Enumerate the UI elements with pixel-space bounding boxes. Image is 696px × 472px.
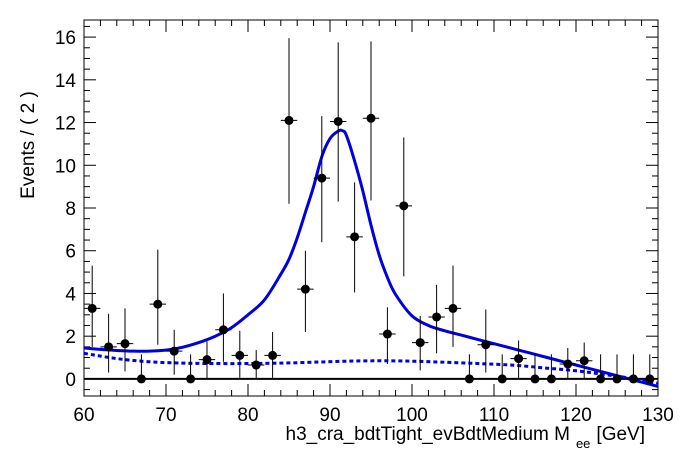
data-marker [268,350,278,360]
data-point [494,354,511,384]
data-marker [251,360,261,370]
data-point [215,293,232,362]
data-marker [120,339,130,349]
data-marker [202,355,212,365]
data-marker [563,359,573,369]
data-marker [333,116,343,126]
data-point [231,330,248,378]
data-marker [448,303,458,313]
data-marker [530,374,540,384]
data-marker [579,356,589,366]
x-tick-label: 70 [155,405,176,426]
x-tick-label: 130 [642,405,674,426]
data-point [84,265,101,347]
data-point [149,249,166,345]
y-tick-label: 8 [65,199,76,220]
data-point [444,265,462,347]
y-axis-ticks [84,25,658,391]
data-point [248,350,265,379]
y-tick-labels: 0 2 4 6 8 10 12 14 16 [55,28,77,391]
data-point [461,354,478,384]
data-marker [612,374,622,384]
data-point [412,315,429,371]
data-marker [186,374,196,384]
data-marker [382,329,392,339]
y-tick-label: 2 [65,327,76,348]
data-point [428,284,445,354]
data-point [100,313,117,373]
data-marker [350,232,360,242]
data-point [379,307,396,364]
data-marker [218,325,228,335]
data-point [133,354,150,384]
data-marker [415,338,425,348]
data-point [313,116,330,243]
total-fit-curve [83,128,659,388]
data-point [576,342,593,379]
data-point [543,354,560,384]
data-point [198,341,216,379]
data-point [116,308,134,372]
data-point [297,250,314,332]
data-marker [300,284,310,294]
data-marker [136,374,146,384]
data-point [559,347,576,379]
data-marker [104,342,114,352]
y-tick-label: 6 [65,242,76,263]
data-marker [628,374,638,384]
y-tick-label: 0 [65,370,76,391]
x-axis-ticks [83,20,659,396]
x-tick-label: 90 [319,405,340,426]
data-marker [399,201,409,211]
data-point [395,137,412,277]
background-fit-curve [83,351,659,385]
data-point [510,340,527,379]
data-point [264,331,281,378]
data-point [280,38,298,204]
data-marker [153,299,163,309]
y-axis-title: Events / ( 2 ) [18,91,39,199]
data-marker [464,374,474,384]
data-point [346,182,363,293]
x-tick-label: 80 [237,405,258,426]
data-marker [596,374,606,384]
y-tick-label: 12 [55,114,76,135]
x-tick-label: 120 [560,405,592,426]
data-point [592,354,609,384]
data-marker [87,303,97,313]
data-point [182,354,199,384]
x-tick-label: 110 [479,405,509,426]
y-tick-label: 10 [55,156,76,177]
data-point [166,329,183,375]
data-marker [432,312,442,322]
x-tick-label: 60 [73,405,94,426]
data-point [362,41,380,201]
data-point [641,354,658,384]
data-marker [284,115,294,125]
data-point [526,354,544,384]
data-marker [497,374,507,384]
x-tick-label: 100 [396,405,428,426]
y-tick-label: 16 [55,28,76,49]
data-point [330,42,347,202]
y-tick-label: 4 [65,284,76,305]
y-tick-label: 14 [55,71,77,92]
data-marker [366,113,376,123]
data-points [84,38,658,384]
data-marker [235,350,245,360]
data-point [625,354,642,384]
x-tick-labels: 60 70 80 90 100 110 120 130 [73,405,673,426]
data-marker [317,173,327,183]
data-marker [169,346,179,356]
data-marker [645,374,655,384]
data-marker [481,340,491,350]
data-marker [546,374,556,384]
data-point [477,309,494,373]
data-point [608,354,626,384]
data-marker [514,354,524,364]
